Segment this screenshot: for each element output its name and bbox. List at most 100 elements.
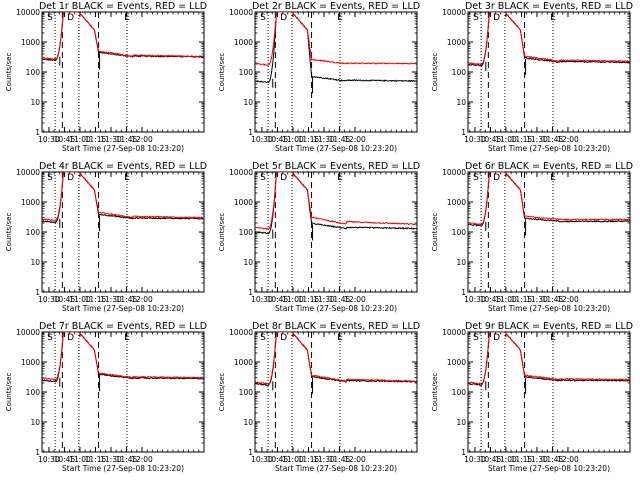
y-tick-label: 10000 xyxy=(229,8,253,17)
marker-label-S: S xyxy=(473,333,479,343)
y-tick-label: 1000 xyxy=(21,198,40,207)
y-tick-label: 100 xyxy=(452,388,467,397)
y-axis-label: Counts/sec xyxy=(5,53,13,92)
panel-det-9: Det 9r BLACK = Events, RED = LLD 1 10 100 10… xyxy=(431,321,633,473)
y-tick-label: 1 xyxy=(35,448,40,457)
series-lld-line xyxy=(42,332,204,381)
panel-title: Det 6r BLACK = Events, RED = LLD xyxy=(465,161,633,172)
x-tick-label: 11:45 xyxy=(116,135,138,144)
marker-label-D: D xyxy=(280,173,287,183)
x-tick-label: 11:45 xyxy=(542,135,564,144)
y-axis-label: Counts/sec xyxy=(5,373,13,412)
x-axis-label: Start Time (27-Sep-08 10:23:20) xyxy=(62,144,184,153)
y-tick-label: 1000 xyxy=(21,38,40,47)
y-tick-label: 1 xyxy=(35,128,40,137)
y-tick-label: 100 xyxy=(26,228,41,237)
x-tick-label: 12:00 xyxy=(557,295,579,304)
x-tick-label: 11:30 xyxy=(100,295,122,304)
y-tick-label: 1 xyxy=(461,288,466,297)
y-tick-label: 1 xyxy=(248,448,253,457)
x-tick-label: 11:15 xyxy=(511,455,533,464)
marker-label-S: S xyxy=(47,13,53,23)
y-tick-label: 10000 xyxy=(16,8,40,17)
marker-label-E: E xyxy=(124,173,130,183)
y-tick-label: 10000 xyxy=(16,168,40,177)
x-tick-label: 10:30 xyxy=(251,135,273,144)
y-tick-label: 1000 xyxy=(234,38,253,47)
marker-label-D: D xyxy=(280,333,287,343)
plot-frame xyxy=(41,11,205,133)
series-lld-line xyxy=(468,332,630,385)
series-events-line xyxy=(255,172,417,235)
x-tick-label: 11:15 xyxy=(85,135,107,144)
series-group xyxy=(255,332,417,394)
y-tick-label: 100 xyxy=(452,228,467,237)
x-tick-label: 11:15 xyxy=(298,295,320,304)
plot-frame xyxy=(41,171,205,293)
x-tick-label: 11:30 xyxy=(100,455,122,464)
y-tick-label: 10000 xyxy=(16,328,40,337)
panel-det-2: Det 2r BLACK = Events, RED = LLD 1 10 100 10… xyxy=(218,1,420,153)
panel-title: Det 2r BLACK = Events, RED = LLD xyxy=(252,1,420,12)
panel-title: Det 9r BLACK = Events, RED = LLD xyxy=(465,321,633,332)
y-axis-label: Counts/sec xyxy=(218,213,226,252)
marker-label-S: S xyxy=(473,13,479,23)
x-tick-label: 11:15 xyxy=(298,135,320,144)
y-tick-label: 10000 xyxy=(442,168,466,177)
marker-label-E: E xyxy=(550,13,556,23)
y-tick-label: 10 xyxy=(30,418,40,427)
x-tick-label: 11:30 xyxy=(526,135,548,144)
x-axis-label: Start Time (27-Sep-08 10:23:20) xyxy=(488,144,610,153)
plot-frame xyxy=(254,331,418,453)
marker-label-D: D xyxy=(280,13,287,23)
y-tick-label: 1000 xyxy=(447,38,466,47)
series-lld-line xyxy=(255,172,417,231)
x-tick-label: 10:45 xyxy=(480,455,502,464)
series-lld-line xyxy=(468,12,630,66)
x-tick-label: 12:00 xyxy=(344,455,366,464)
y-tick-label: 100 xyxy=(26,68,41,77)
y-tick-label: 1000 xyxy=(234,358,253,367)
x-tick-label: 10:45 xyxy=(267,135,289,144)
y-tick-label: 1000 xyxy=(447,358,466,367)
y-tick-label: 10 xyxy=(30,98,40,107)
x-tick-label: 11:45 xyxy=(116,295,138,304)
series-events-line xyxy=(468,172,630,227)
y-tick-label: 10000 xyxy=(442,8,466,17)
marker-label-S: S xyxy=(47,173,53,183)
x-tick-label: 11:30 xyxy=(313,455,335,464)
marker-label-D: D xyxy=(67,13,74,23)
x-tick-label: 11:00 xyxy=(69,455,91,464)
y-tick-label: 1000 xyxy=(234,198,253,207)
x-axis-label: Start Time (27-Sep-08 10:23:20) xyxy=(488,304,610,313)
x-tick-label: 10:45 xyxy=(480,295,502,304)
series-lld-line xyxy=(42,172,204,222)
x-axis-label: Start Time (27-Sep-08 10:23:20) xyxy=(275,144,397,153)
plot-frame xyxy=(254,11,418,133)
x-tick-label: 11:00 xyxy=(282,455,304,464)
x-tick-label: 11:00 xyxy=(69,295,91,304)
series-group xyxy=(468,172,630,236)
x-tick-label: 10:30 xyxy=(38,455,60,464)
x-tick-label: 11:30 xyxy=(100,135,122,144)
panel-title: Det 5r BLACK = Events, RED = LLD xyxy=(252,161,420,172)
y-axis-label: Counts/sec xyxy=(431,373,439,412)
x-tick-label: 10:30 xyxy=(464,295,486,304)
marker-label-D: D xyxy=(493,333,500,343)
y-tick-label: 10000 xyxy=(229,328,253,337)
plot-frame xyxy=(41,331,205,453)
x-axis-label: Start Time (27-Sep-08 10:23:20) xyxy=(62,304,184,313)
panel-det-6: Det 6r BLACK = Events, RED = LLD 1 10 100 10… xyxy=(431,161,633,313)
panel-det-1: Det 1r BLACK = Events, RED = LLD 1 10 100 10… xyxy=(5,1,207,153)
series-lld-line xyxy=(42,12,204,61)
y-tick-label: 10 xyxy=(243,98,253,107)
x-tick-label: 10:30 xyxy=(251,455,273,464)
x-tick-label: 11:15 xyxy=(298,455,320,464)
x-tick-label: 10:30 xyxy=(38,295,60,304)
x-tick-label: 11:00 xyxy=(495,295,517,304)
panel-title: Det 3r BLACK = Events, RED = LLD xyxy=(465,1,633,12)
y-tick-label: 100 xyxy=(452,68,467,77)
series-group xyxy=(42,12,204,70)
series-group xyxy=(468,332,630,394)
y-tick-label: 100 xyxy=(239,68,254,77)
